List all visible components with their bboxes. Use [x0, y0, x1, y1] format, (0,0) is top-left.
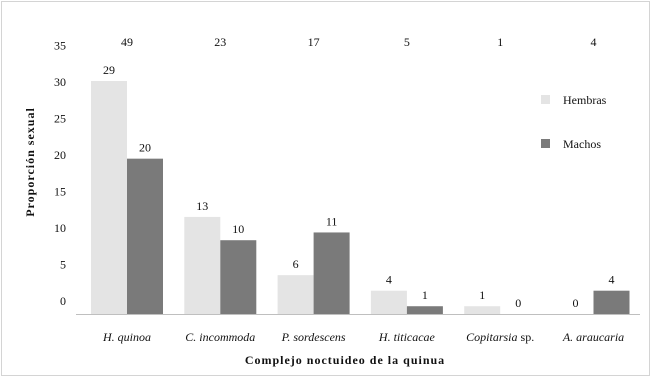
y-tick-label: 20	[54, 148, 66, 162]
category-label: Copitarsia sp.	[466, 330, 534, 344]
category-label: P. sordescens	[281, 330, 346, 344]
data-label: 13	[196, 199, 208, 213]
bar-hembras	[184, 216, 221, 314]
category-name: A. araucaria	[562, 330, 624, 344]
bar-machos	[220, 240, 257, 314]
category-name: H. quinoa	[102, 330, 151, 344]
y-tick-label: 15	[54, 185, 66, 199]
bar-machos	[313, 232, 350, 314]
category-suffix: sp.	[518, 330, 535, 344]
category-label: C. incommoda	[185, 330, 255, 344]
category-total: 5	[404, 35, 410, 49]
category-total: 1	[497, 35, 503, 49]
category-name: Copitarsia	[466, 330, 517, 344]
bar-machos	[593, 290, 630, 314]
bar-machos	[127, 158, 163, 314]
category-total: 23	[214, 35, 226, 49]
y-tick-label: 30	[54, 75, 66, 89]
data-label: 10	[232, 222, 244, 236]
bar-hembras	[277, 275, 314, 314]
x-axis-categories: H. quinoa C. incommoda P. sordescens H. tit…	[102, 330, 624, 344]
category-total: 4	[591, 35, 597, 49]
category-label: A. araucaria	[562, 330, 624, 344]
category-name: C. incommoda	[185, 330, 255, 344]
y-tick-label: 5	[60, 258, 66, 272]
data-label: 29	[103, 63, 115, 77]
legend-swatch-hembras	[541, 95, 550, 104]
y-tick-label: 10	[54, 221, 66, 235]
legend-label-hembras: Hembras	[563, 93, 607, 107]
category-name: H. titicacae	[378, 330, 436, 344]
legend: Hembras Machos	[541, 93, 607, 151]
category-label: H. quinoa	[102, 330, 151, 344]
category-total: 49	[121, 35, 133, 49]
data-label: 1	[479, 288, 485, 302]
category-total: 17	[308, 35, 320, 49]
data-label: 4	[609, 273, 615, 287]
y-axis-title: Proporción sexual	[23, 107, 37, 217]
data-label: 4	[386, 273, 392, 287]
legend-swatch-machos	[541, 139, 550, 148]
category-label: H. titicacae	[378, 330, 436, 344]
legend-label-machos: Machos	[563, 137, 601, 151]
y-tick-label: 35	[54, 39, 66, 53]
bars	[91, 81, 630, 314]
y-tick-label: 25	[54, 112, 66, 126]
data-label: 0	[515, 296, 521, 310]
data-label: 11	[326, 214, 338, 228]
data-label: 1	[422, 288, 428, 302]
bar-hembras	[464, 306, 501, 314]
data-label: 20	[139, 141, 151, 155]
x-axis-title: Complejo noctuideo de la quinua	[245, 353, 445, 367]
category-totals: 49 23 17 5 1 4	[121, 35, 597, 49]
bar-hembras	[91, 81, 127, 314]
data-label: 0	[573, 296, 579, 310]
data-label: 6	[293, 257, 299, 271]
category-name: P. sordescens	[281, 330, 346, 344]
y-axis-ticks: 0 5 10 15 20 25 30 35	[54, 39, 66, 309]
y-tick-label: 0	[60, 294, 66, 308]
bar-machos	[406, 306, 443, 314]
bar-hembras	[370, 290, 407, 314]
